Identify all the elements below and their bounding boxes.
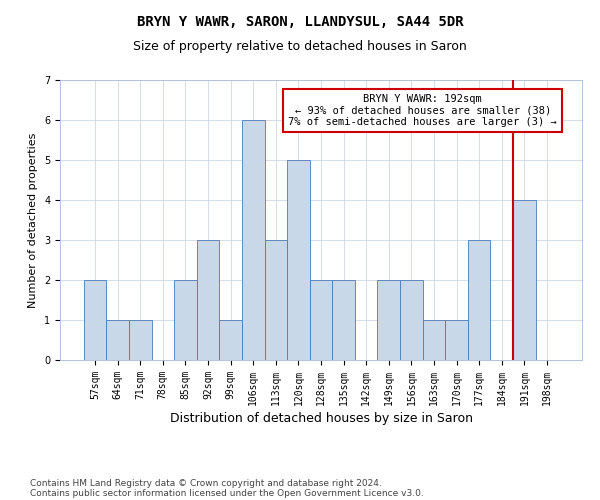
- Bar: [174, 280, 197, 360]
- Text: Contains public sector information licensed under the Open Government Licence v3: Contains public sector information licen…: [30, 488, 424, 498]
- Bar: [513, 200, 536, 360]
- Bar: [220, 320, 242, 360]
- Text: BRYN Y WAWR, SARON, LLANDYSUL, SA44 5DR: BRYN Y WAWR, SARON, LLANDYSUL, SA44 5DR: [137, 15, 463, 29]
- Bar: [445, 320, 468, 360]
- Bar: [400, 280, 422, 360]
- Text: Contains HM Land Registry data © Crown copyright and database right 2024.: Contains HM Land Registry data © Crown c…: [30, 478, 382, 488]
- Bar: [106, 320, 129, 360]
- Text: BRYN Y WAWR: 192sqm
← 93% of detached houses are smaller (38)
7% of semi-detache: BRYN Y WAWR: 192sqm ← 93% of detached ho…: [289, 94, 557, 127]
- Bar: [468, 240, 490, 360]
- Bar: [332, 280, 355, 360]
- Bar: [377, 280, 400, 360]
- X-axis label: Distribution of detached houses by size in Saron: Distribution of detached houses by size …: [170, 412, 473, 425]
- Bar: [422, 320, 445, 360]
- Bar: [265, 240, 287, 360]
- Bar: [129, 320, 152, 360]
- Bar: [197, 240, 220, 360]
- Bar: [242, 120, 265, 360]
- Bar: [287, 160, 310, 360]
- Text: Size of property relative to detached houses in Saron: Size of property relative to detached ho…: [133, 40, 467, 53]
- Y-axis label: Number of detached properties: Number of detached properties: [28, 132, 38, 308]
- Bar: [310, 280, 332, 360]
- Bar: [84, 280, 106, 360]
